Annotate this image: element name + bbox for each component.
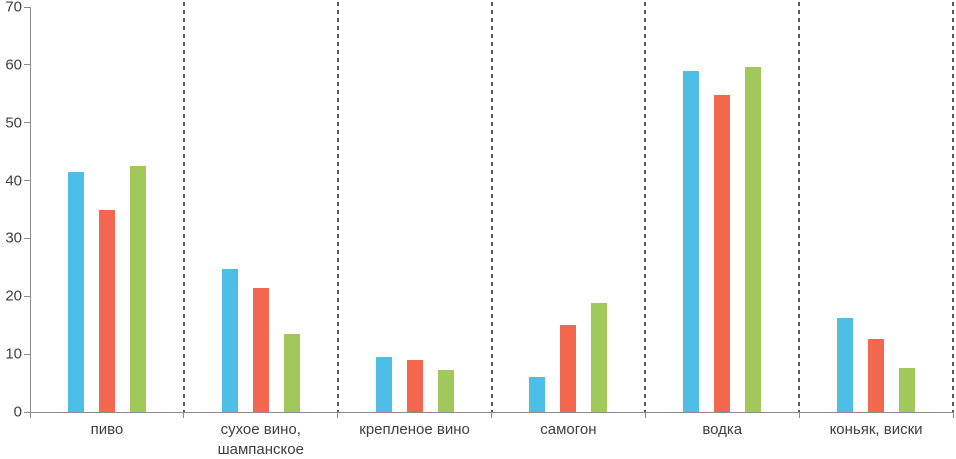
category-separator-dashed-line — [798, 2, 801, 412]
category-label: водка — [702, 421, 743, 438]
y-tick-label: 50 — [5, 114, 22, 132]
bar-series-blue — [837, 317, 854, 412]
y-tick-label: 70 — [5, 0, 22, 16]
bar-series-green — [283, 333, 300, 412]
category-separator-dashed-line — [182, 2, 185, 412]
x-tick-mark — [798, 412, 800, 418]
bar-series-green — [591, 303, 608, 412]
bar-series-green — [899, 368, 916, 412]
y-tick-label: 30 — [5, 229, 22, 247]
y-tick-mark — [24, 295, 30, 297]
x-tick-mark — [337, 412, 339, 418]
bar-series-red — [98, 209, 115, 412]
bar-series-red — [714, 94, 731, 412]
category-separator-dashed-line — [644, 2, 647, 412]
bar-group — [645, 7, 799, 412]
bar-group — [30, 7, 184, 412]
y-tick-mark — [24, 64, 30, 66]
y-tick-mark — [24, 411, 30, 413]
bar-series-blue — [529, 377, 546, 412]
x-tick-mark — [491, 412, 492, 418]
bar-series-red — [560, 325, 577, 412]
bar-series-green — [745, 67, 762, 412]
bar-series-blue — [375, 357, 392, 412]
bar-series-blue — [683, 70, 700, 412]
x-tick-mark — [952, 412, 954, 418]
category-separator-dashed-line — [336, 2, 339, 412]
bar-group — [799, 7, 953, 412]
category-label: самогон — [540, 421, 597, 438]
category-separator-dashed-line — [490, 2, 493, 412]
y-tick-label: 0 — [13, 403, 22, 421]
bar-series-green — [129, 166, 146, 412]
y-tick-label: 20 — [5, 287, 22, 305]
bar-series-blue — [67, 171, 84, 412]
y-tick-label: 40 — [5, 172, 22, 190]
y-axis-line — [30, 7, 31, 413]
category-label: коньяк, виски — [829, 421, 923, 438]
category-label: крепленое вино — [359, 421, 470, 438]
bar-series-blue — [221, 268, 238, 412]
y-tick-mark — [24, 237, 30, 239]
y-tick-label: 10 — [5, 345, 22, 363]
x-tick-mark — [183, 412, 185, 418]
bar-series-red — [406, 359, 423, 412]
y-tick-mark — [24, 6, 30, 8]
bar-group — [338, 7, 492, 412]
bar-series-red — [868, 339, 885, 412]
bar-group — [492, 7, 646, 412]
bar-group — [184, 7, 338, 412]
y-tick-label: 60 — [5, 56, 22, 74]
category-separator-dashed-line — [952, 2, 954, 412]
x-tick-mark — [644, 412, 646, 418]
y-tick-mark — [24, 353, 30, 355]
x-tick-mark — [29, 412, 31, 418]
category-label: пиво — [90, 421, 124, 438]
x-axis-line — [30, 412, 954, 413]
y-tick-mark — [24, 122, 30, 124]
y-tick-mark — [24, 180, 30, 182]
bar-series-red — [252, 287, 269, 412]
category-label: сухое вино, шампанское — [217, 421, 304, 458]
bar-series-green — [437, 369, 454, 412]
